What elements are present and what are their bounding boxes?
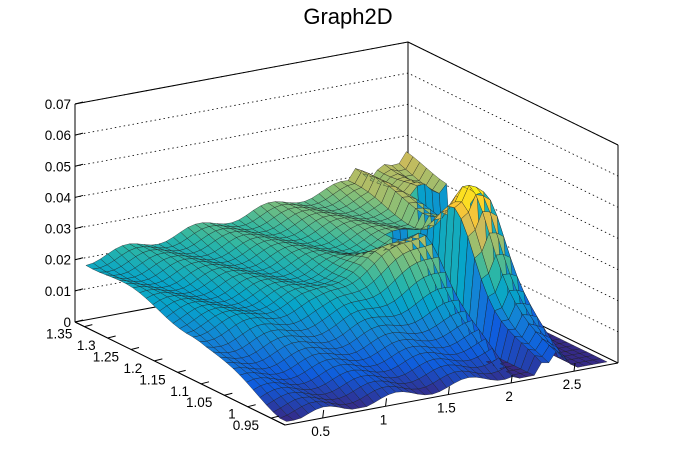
y-tick [107,335,116,339]
x-tick-label: 0.5 [311,424,330,439]
axes: 0 0.01 0.02 0.03 0.04 0.05 0.06 0.07 0.5 1 1.5 2 2.5… [45,97,619,439]
z-tick [74,163,84,167]
x-tick [447,386,450,395]
x-tick [385,398,388,407]
surface-plot [85,151,608,422]
x-tick [573,363,576,372]
z-tick [74,194,84,198]
y-tick-label: 1.15 [139,372,165,387]
y-tick-label: 1 [228,407,236,422]
z-tick-label: 0.03 [45,222,71,237]
y-tick-label: 1.35 [46,327,72,342]
chart-title: Graph2D [303,4,392,29]
x-tick [322,409,325,419]
z-grid-line [74,41,619,146]
x-tick-label: 1.5 [437,401,456,416]
x-tick-label: 2 [505,389,513,404]
x-tick-label: 2.5 [563,377,582,392]
surface-cell [592,358,608,364]
z-tick [74,101,84,105]
y-tick [247,404,256,408]
x-tick [510,374,513,383]
z-tick-label: 0.06 [45,128,71,143]
z-tick-label: 0.02 [45,253,71,268]
y-tick [130,346,140,350]
z-tick [74,288,84,292]
y-tick [270,415,280,419]
y-tick-label: 0.95 [233,418,259,433]
x-tick-label: 1 [380,412,388,427]
frame-edge [407,41,619,146]
y-tick-label: 1.1 [170,384,189,399]
z-tick-label: 0.04 [45,190,72,205]
y-tick [84,324,93,328]
x-axis-line [284,362,619,426]
z-tick [74,257,84,261]
y-tick-label: 1.3 [77,338,96,353]
z-tick-label: 0.05 [45,159,71,174]
y-tick [200,381,210,385]
y-tick [224,392,233,396]
z-tick-label: 0 [63,315,71,330]
y-tick-label: 1.05 [186,395,212,410]
z-tick-label: 0.07 [45,97,71,112]
y-tick-label: 1.25 [93,349,119,364]
y-tick [154,358,163,362]
z-tick [74,226,84,230]
y-tick [177,369,186,373]
z-tick-label: 0.01 [45,284,71,299]
y-axis-line [74,321,286,426]
y-tick-label: 1.2 [124,361,143,376]
z-tick [74,319,84,323]
z-tick [74,132,84,136]
frame-edge [74,41,409,105]
